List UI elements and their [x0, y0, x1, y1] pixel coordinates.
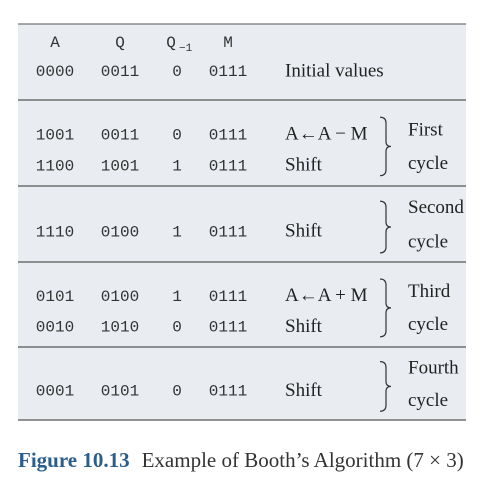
cycle-label: cycle [408, 153, 448, 174]
operation: Initial values [285, 60, 384, 81]
operation: Shift [285, 155, 323, 176]
cell-m: 0111 [209, 157, 247, 175]
cell-m: 0111 [209, 288, 247, 306]
operation: A←A − M [285, 124, 368, 145]
cell-m: 0111 [209, 383, 247, 401]
cell-q: 0011 [101, 63, 139, 81]
cell-q1: 0 [172, 126, 182, 144]
cell-m: 0111 [209, 224, 247, 242]
cell-q1: 0 [172, 63, 182, 81]
cell-q1: 0 [172, 383, 182, 401]
operation: Shift [285, 380, 323, 401]
caption-text: Example of Booth’s Algorithm (7 × 3) [142, 448, 464, 472]
table-background [18, 24, 466, 420]
cell-a: 1001 [36, 126, 74, 144]
cycle-label: First [408, 119, 444, 140]
cell-a: 0000 [36, 63, 74, 81]
caption: Figure 10.13 Example of Booth’s Algorithm… [18, 448, 464, 472]
cell-q: 0100 [101, 288, 139, 306]
header-m: M [223, 34, 233, 52]
cell-m: 0111 [209, 126, 247, 144]
header-q1-sub: −1 [179, 43, 193, 55]
cell-a: 1110 [36, 224, 74, 242]
operation: A←A + M [285, 285, 368, 306]
caption-number: Figure 10.13 [18, 448, 130, 472]
cycle-label: Third [408, 281, 451, 302]
brace [379, 116, 392, 177]
cycle-label: cycle [408, 314, 448, 335]
cell-q: 0101 [101, 383, 139, 401]
cycle-label: cycle [408, 231, 448, 252]
cell-q: 0011 [101, 126, 139, 144]
header-q1: Q [166, 34, 176, 52]
brace [379, 361, 392, 412]
cycle-label: Fourth [408, 357, 459, 378]
cell-q1: 1 [172, 157, 182, 175]
operation: Shift [285, 316, 323, 337]
cell-q1: 0 [172, 319, 182, 337]
cell-m: 0111 [209, 319, 247, 337]
brace [379, 278, 392, 338]
cell-q: 1001 [101, 157, 139, 175]
cell-a: 1100 [36, 157, 74, 175]
brace [379, 200, 392, 254]
header-q: Q [115, 34, 125, 52]
cell-q1: 1 [172, 288, 182, 306]
cell-a: 0101 [36, 288, 74, 306]
cycle-label: cycle [408, 390, 448, 411]
cycle-label: Second [408, 197, 464, 218]
operation: Shift [285, 221, 323, 242]
cell-a: 0010 [36, 319, 74, 337]
cell-q1: 1 [172, 224, 182, 242]
cell-m: 0111 [209, 63, 247, 81]
cell-a: 0001 [36, 383, 74, 401]
cell-q: 1010 [101, 319, 139, 337]
header-a: A [50, 34, 60, 52]
cell-q: 0100 [101, 224, 139, 242]
